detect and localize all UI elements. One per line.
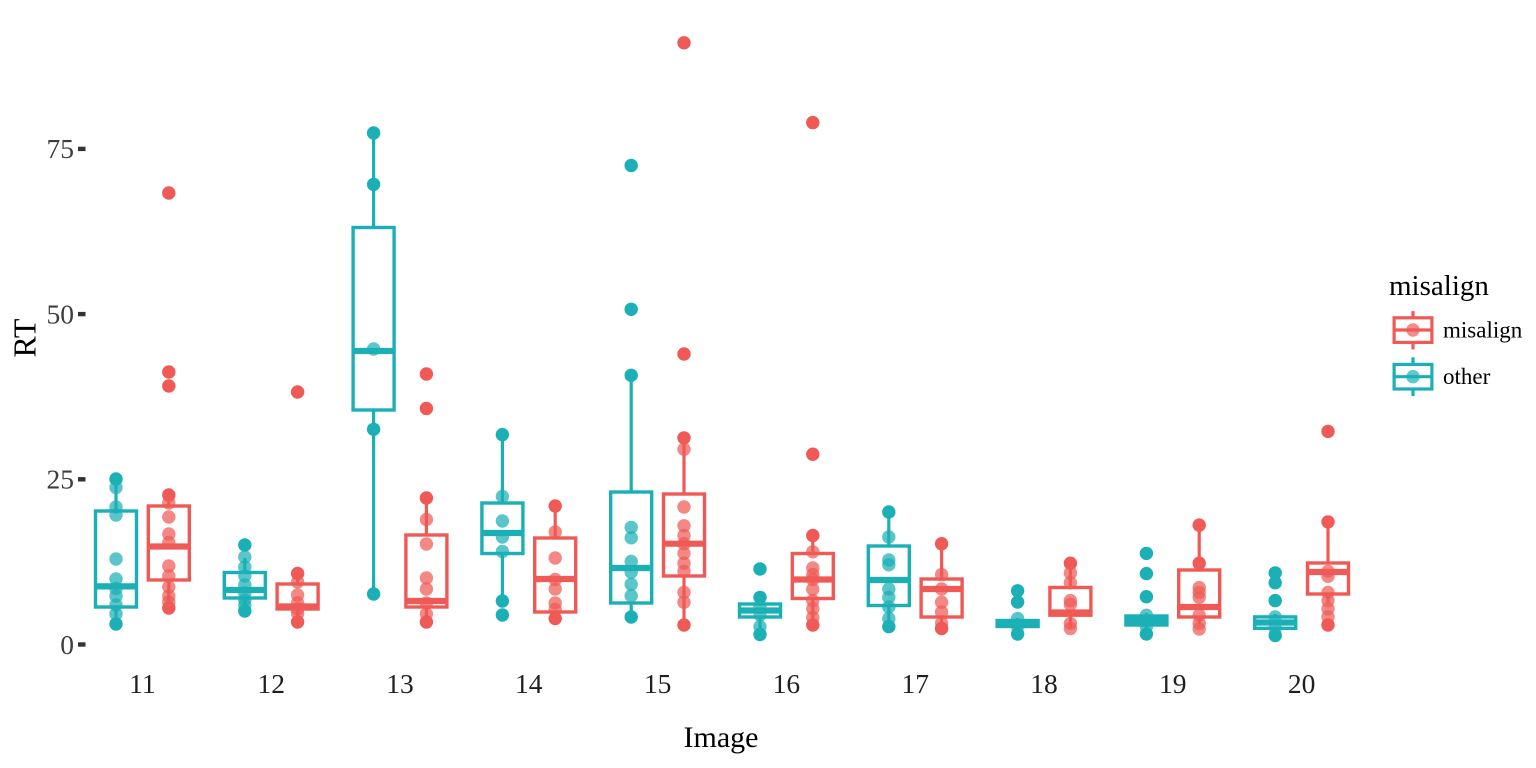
svg-text:75: 75 (47, 133, 75, 164)
svg-text:12: 12 (257, 668, 285, 699)
svg-text:0: 0 (60, 629, 74, 660)
svg-text:18: 18 (1030, 668, 1058, 699)
svg-text:11: 11 (129, 668, 155, 699)
svg-text:50: 50 (47, 298, 75, 329)
svg-text:17: 17 (901, 668, 929, 699)
svg-text:25: 25 (47, 464, 75, 495)
svg-text:misalign: misalign (1443, 318, 1523, 343)
svg-text:13: 13 (386, 668, 414, 699)
svg-text:15: 15 (644, 668, 672, 699)
svg-text:RT: RT (7, 318, 43, 357)
svg-text:20: 20 (1288, 668, 1316, 699)
svg-text:14: 14 (515, 668, 543, 699)
svg-text:16: 16 (773, 668, 801, 699)
svg-text:misalign: misalign (1389, 270, 1489, 302)
svg-text:19: 19 (1159, 668, 1187, 699)
svg-text:other: other (1443, 364, 1491, 389)
svg-text:Image: Image (684, 721, 759, 754)
